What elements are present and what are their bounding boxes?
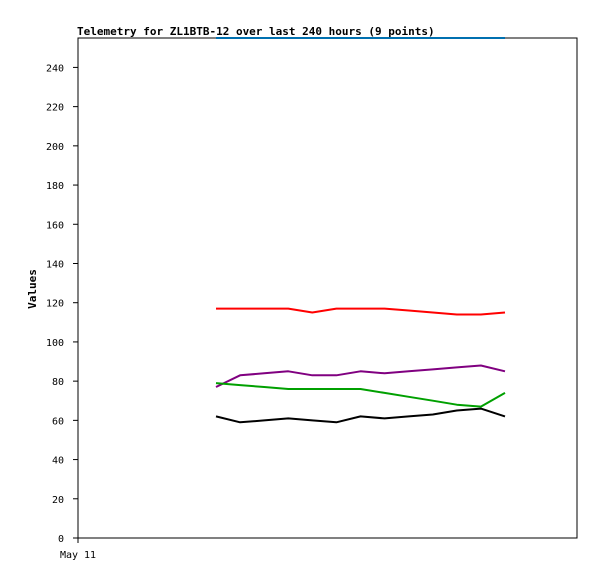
series-line-2 xyxy=(216,307,506,316)
y-tick-label: 240 xyxy=(46,63,64,74)
y-tick-label: 200 xyxy=(46,142,64,153)
y-axis: 0 20 40 60 80 100 120 140 160 180 200 220 240 xyxy=(46,63,78,545)
series-line-4 xyxy=(215,382,506,408)
series-group xyxy=(215,37,506,424)
y-tick-label: 100 xyxy=(46,338,64,349)
y-tick-label: 180 xyxy=(46,181,64,192)
y-axis-label: Values xyxy=(26,269,39,309)
y-tick-label: 20 xyxy=(52,495,64,506)
y-tick-label: 60 xyxy=(52,416,64,427)
y-tick-label: 0 xyxy=(58,534,64,545)
y-tick-label: 160 xyxy=(46,220,64,231)
y-tick-label: 220 xyxy=(46,103,64,114)
plot-area xyxy=(77,37,578,539)
chart-title: Telemetry for ZL1BTB-12 over last 240 ho… xyxy=(77,25,435,38)
x-axis: May 11 xyxy=(60,538,96,561)
y-tick-label: 40 xyxy=(52,456,64,467)
y-tick-label: 140 xyxy=(46,259,64,270)
series-line-3 xyxy=(215,364,506,388)
series-line-5 xyxy=(215,407,506,424)
y-tick-label: 80 xyxy=(52,377,64,388)
y-tick-label: 120 xyxy=(46,299,64,310)
x-tick-label: May 11 xyxy=(60,550,96,561)
